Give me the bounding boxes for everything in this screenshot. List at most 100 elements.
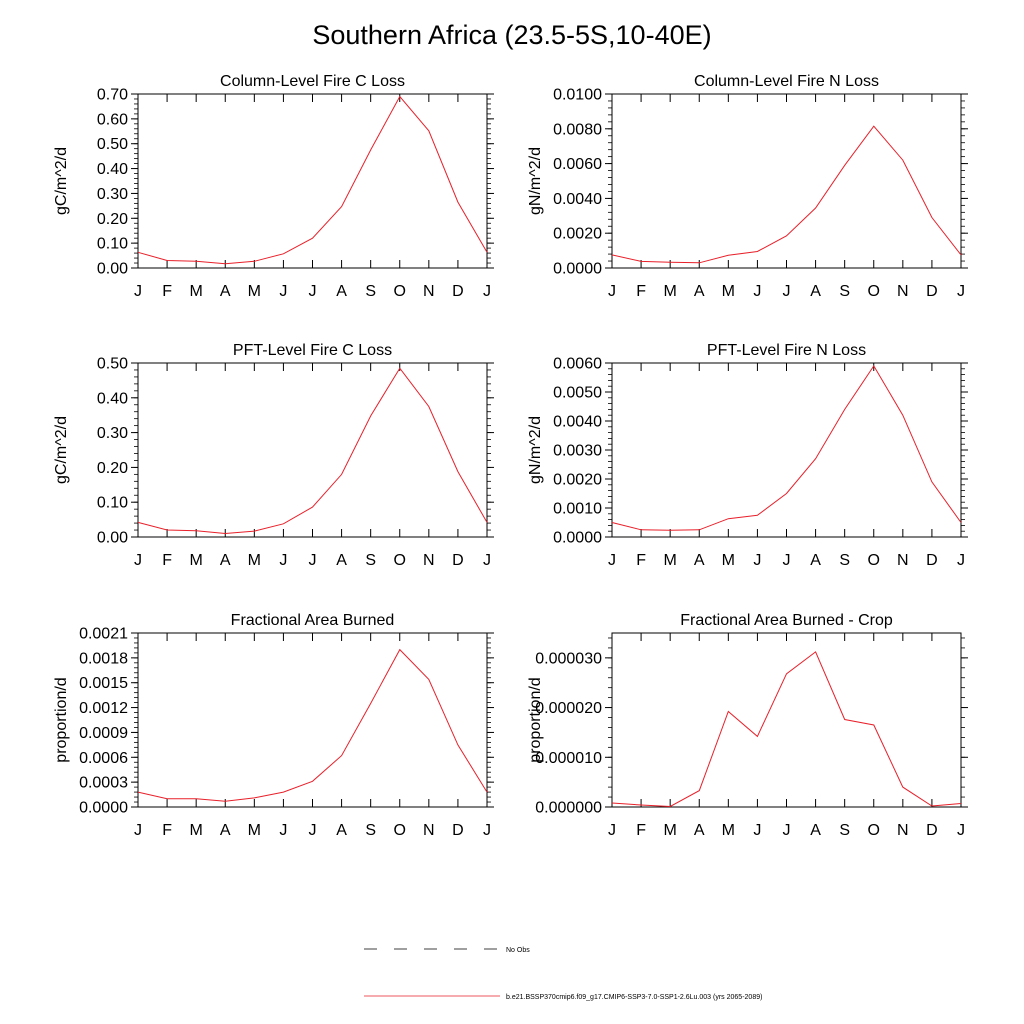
x-tick-label: J [483,552,491,569]
series-line-1 [611,651,962,808]
x-tick-label: J [309,283,317,300]
plot-frame [137,362,488,538]
x-tick-label: M [190,552,203,569]
x-tick-label: O [868,822,880,839]
x-tick-label: S [839,822,850,839]
y-tick-label: 0.0009 [79,725,128,742]
x-tick-label: A [694,283,705,300]
x-tick-label: J [957,283,965,300]
y-tick-label: 0.000000 [535,800,602,817]
panel-title: Column-Level Fire C Loss [220,73,405,90]
x-tick-label: J [134,283,142,300]
series-line-1 [611,364,962,531]
x-tick-label: S [365,283,376,300]
x-tick-label: J [957,822,965,839]
y-tick-label: 0.0000 [553,261,602,278]
plot-frame [611,93,962,269]
page-title: Southern Africa (23.5-5S,10-40E) [312,20,712,50]
x-tick-label: J [608,822,616,839]
x-tick-label: F [162,552,172,569]
x-tick-label: D [926,822,938,839]
x-tick-label: A [220,283,231,300]
y-tick-label: 0.00 [97,261,128,278]
y-axis-label: gC/m^2/d [53,416,70,484]
x-tick-label: J [483,283,491,300]
x-tick-label: J [279,552,287,569]
x-tick-label: M [722,822,735,839]
x-tick-label: M [248,822,261,839]
y-tick-label: 0.20 [97,211,128,228]
x-tick-label: J [279,822,287,839]
legend-model-label: b.e21.BSSP370cmip6.f09_g17.CMIP6-SSP3-7.… [506,994,762,1001]
y-tick-label: 0.70 [97,87,128,104]
plot-frame [137,93,488,269]
y-tick-label: 0.0015 [79,675,128,692]
x-tick-label: M [664,822,677,839]
y-tick-label: 0.40 [97,390,128,407]
x-tick-label: N [423,283,435,300]
series-line-1 [137,648,488,802]
chart-panel-6: Fractional Area Burned - Crop proportion/… [527,612,968,839]
y-tick-label: 0.50 [97,356,128,373]
y-tick-label: 0.0010 [553,501,602,518]
x-tick-label: N [897,283,909,300]
x-tick-label: N [897,822,909,839]
legend: No Obs b.e21.BSSP370cmip6.f09_g17.CMIP6-… [364,947,762,1001]
y-tick-label: 0.0018 [79,650,128,667]
x-tick-label: J [134,822,142,839]
y-tick-label: 0.0012 [79,700,128,717]
x-tick-label: A [810,552,821,569]
y-tick-label: 0.30 [97,186,128,203]
y-tick-label: 0.50 [97,136,128,153]
x-tick-label: J [753,283,761,300]
y-tick-label: 0.000010 [535,750,602,767]
x-tick-label: M [722,552,735,569]
x-tick-label: J [309,822,317,839]
x-tick-label: A [336,822,347,839]
series-line-1 [137,95,488,265]
x-tick-label: A [336,552,347,569]
x-tick-label: O [394,283,406,300]
panel-title: PFT-Level Fire N Loss [707,342,866,359]
x-tick-label: F [636,822,646,839]
x-tick-label: J [957,552,965,569]
x-tick-label: A [810,283,821,300]
x-tick-label: O [394,822,406,839]
x-tick-label: N [423,822,435,839]
x-tick-label: O [868,552,880,569]
x-tick-label: N [423,552,435,569]
x-tick-label: O [868,283,880,300]
y-tick-label: 0.0003 [79,775,128,792]
panel-title: Fractional Area Burned - Crop [680,612,893,629]
plot-frame [611,632,962,808]
x-tick-label: M [190,283,203,300]
x-tick-label: M [248,283,261,300]
y-tick-label: 0.0060 [553,356,602,373]
y-tick-label: 0.0040 [553,191,602,208]
x-tick-label: J [483,822,491,839]
x-tick-label: D [452,283,464,300]
x-tick-label: F [162,283,172,300]
x-tick-label: M [248,552,261,569]
x-tick-label: J [309,552,317,569]
y-tick-label: 0.0021 [79,626,128,643]
y-axis-label: proportion/d [53,677,70,762]
y-axis-label: gC/m^2/d [53,147,70,215]
x-tick-label: F [636,552,646,569]
panel-title: Column-Level Fire N Loss [694,73,879,90]
y-axis-label: gN/m^2/d [527,147,544,215]
y-tick-label: 0.10 [97,495,128,512]
x-tick-label: A [220,822,231,839]
x-tick-label: O [394,552,406,569]
x-tick-label: J [753,552,761,569]
x-tick-label: S [839,552,850,569]
legend-obs-label: No Obs [506,947,530,954]
panel-title: PFT-Level Fire C Loss [233,342,392,359]
y-tick-label: 0.60 [97,111,128,128]
x-tick-label: S [365,552,376,569]
